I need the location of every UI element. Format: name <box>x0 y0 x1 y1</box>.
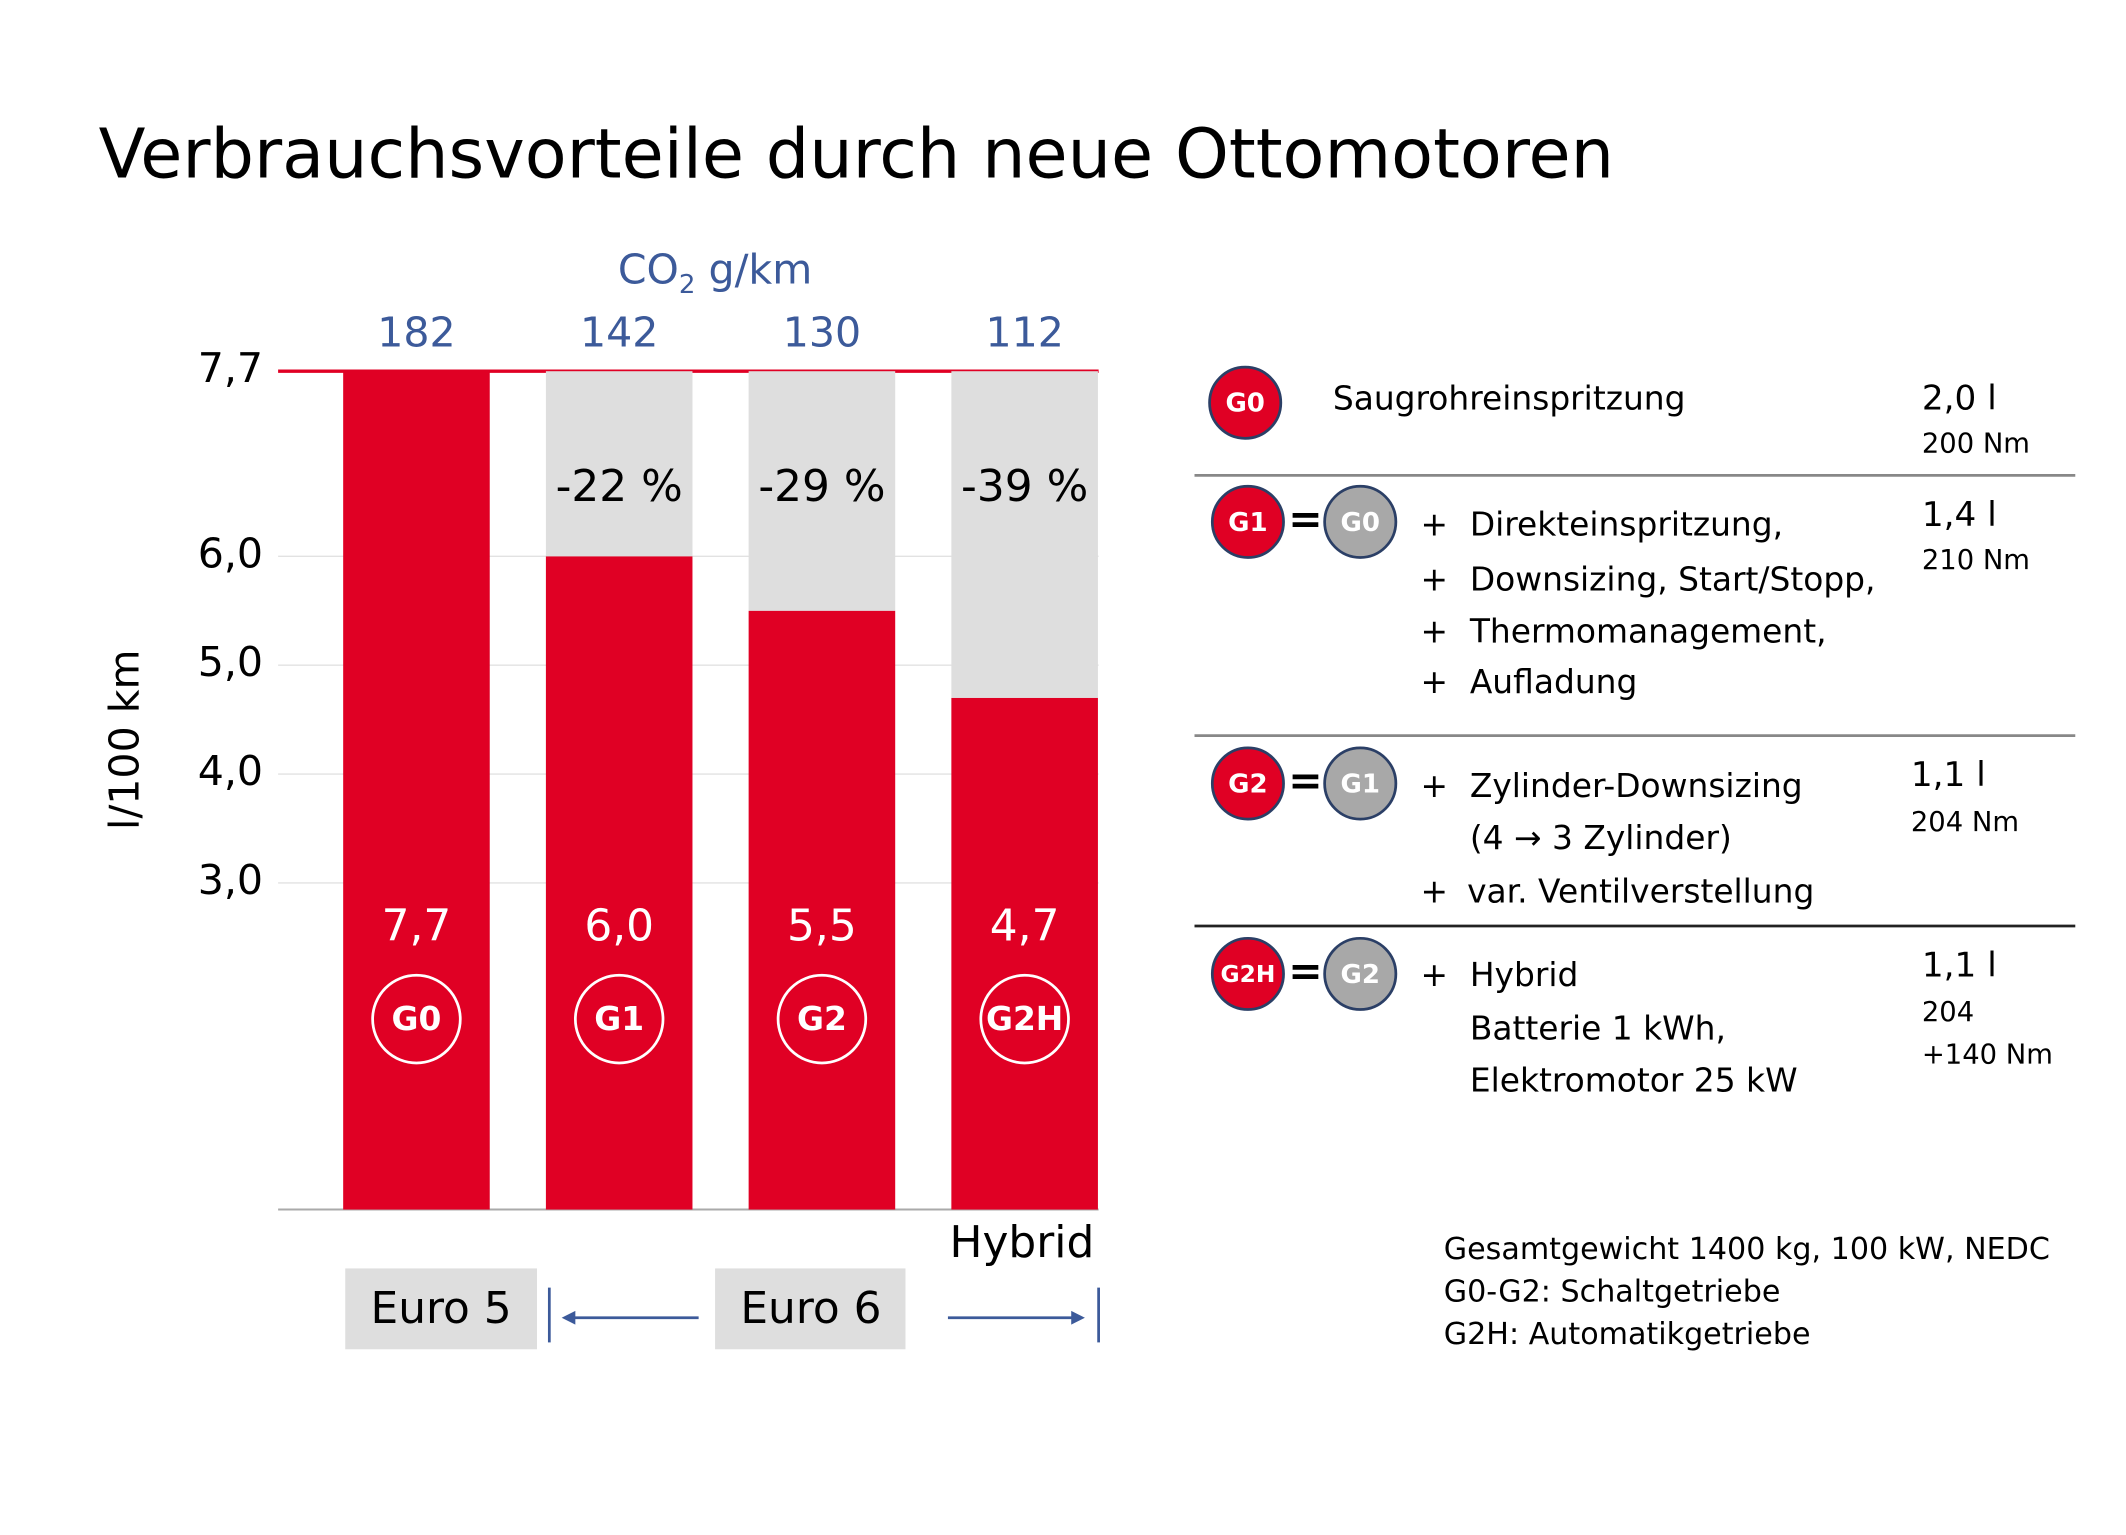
y-tick-label: 7,7 <box>198 344 263 392</box>
reduction-label: -39 % <box>961 461 1088 512</box>
bar-segment <box>748 371 896 611</box>
y-tick-label: 3,0 <box>198 856 263 904</box>
base-badge <box>1323 936 1398 1011</box>
co2-suffix: g/km <box>695 246 812 294</box>
item-text: Direkteinspritzung, <box>1470 505 1783 544</box>
badge <box>1210 936 1285 1011</box>
item-text: (4 → 3 Zylinder) <box>1470 818 1732 857</box>
spec: 2,0 l <box>1922 378 1997 418</box>
bar <box>748 610 896 1210</box>
base-badge <box>1323 746 1398 821</box>
x-tick-label: G2H <box>986 999 1063 1038</box>
y-tick-label: 6,0 <box>198 529 263 577</box>
note: Gesamtgewicht 1400 kg, 100 kW, NEDC <box>1444 1232 2050 1267</box>
spec: 1,1 l <box>1911 755 1986 795</box>
badge-ring <box>573 973 665 1065</box>
euro5-label: Euro 5 <box>371 1283 512 1334</box>
equals-sign: = <box>1288 947 1322 995</box>
x-tick-label: G0 <box>392 999 442 1038</box>
spec: 1,4 l <box>1922 495 1997 535</box>
badge-label: G2H <box>1221 961 1276 988</box>
spec: 204 <box>1922 997 1974 1028</box>
item-marker: + <box>1420 611 1448 650</box>
bar-segment <box>951 371 1098 698</box>
y-tick-label: 4,0 <box>198 747 263 795</box>
value-label: 7,7 <box>382 901 452 952</box>
euro6-label: Euro 6 <box>740 1283 881 1334</box>
item-text: Aufladung <box>1470 662 1638 701</box>
x-tick-label: G1 <box>594 999 644 1038</box>
y-tick-label: 5,0 <box>198 638 263 686</box>
note: G2H: Automatikgetriebe <box>1444 1317 1811 1352</box>
item-text: var. Ventilverstellung <box>1467 872 1814 911</box>
plot: 3,0 4,0 5,0 6,0 7,7 182 7,7 G0 142 6,0 G1 -22 % 130 5… <box>198 309 1099 1211</box>
bar-segment <box>545 371 693 557</box>
arrow-head <box>561 1310 576 1325</box>
item-text: Thermomanagement, <box>1469 611 1827 650</box>
variant-panel: G0 Saugrohreinspritzung 2,0 l 200 Nm G1 = G0 + D… <box>1194 365 2076 1100</box>
badge <box>1208 365 1283 440</box>
arrow-head <box>1071 1310 1085 1325</box>
badge <box>1210 484 1285 559</box>
badge-ring <box>776 973 868 1065</box>
item-marker: + <box>1420 662 1448 701</box>
item-text: Saugrohreinspritzung <box>1333 378 1686 417</box>
item-marker: + <box>1420 505 1448 544</box>
spec: 210 Nm <box>1922 545 2030 576</box>
co2-value: 130 <box>783 309 861 357</box>
hybrid-label: Hybrid <box>950 1217 1095 1268</box>
spec: 204 Nm <box>1911 807 2019 838</box>
y-axis-label: l/100 km <box>100 649 148 830</box>
badge-label: G2 <box>1228 769 1267 799</box>
spec: 200 Nm <box>1922 429 2030 460</box>
item-text: Batterie 1 kWh, <box>1470 1009 1726 1048</box>
reduction-label: -29 % <box>758 461 885 512</box>
item-marker: + <box>1420 872 1448 911</box>
item-text: Hybrid <box>1470 955 1579 994</box>
co2-value: 112 <box>985 309 1063 357</box>
title: Verbrauchsvorteile durch neue Ottomotore… <box>99 114 1614 194</box>
co2-prefix: CO <box>618 246 679 294</box>
equals-sign: = <box>1288 495 1322 543</box>
item-text: Downsizing, Start/Stopp, <box>1470 559 1876 598</box>
base-badge-label: G0 <box>1341 508 1380 538</box>
item-marker: + <box>1420 559 1448 598</box>
value-label: 5,5 <box>787 901 857 952</box>
co2-value: 182 <box>377 309 455 357</box>
item-text: Zylinder-Downsizing <box>1470 766 1803 805</box>
bar <box>951 697 1098 1210</box>
notes: Gesamtgewicht 1400 kg, 100 kW, NEDC G0-G2… <box>1444 1232 2050 1352</box>
x-tick-label: G2 <box>797 999 847 1038</box>
base-badge <box>1323 484 1398 559</box>
spec: +140 Nm <box>1922 1040 2053 1071</box>
item-marker: + <box>1420 955 1448 994</box>
badge-ring <box>371 973 462 1065</box>
bar <box>545 556 693 1210</box>
euro5-box <box>345 1268 537 1350</box>
co2-title: CO2 g/km <box>618 246 812 300</box>
base-badge-label: G1 <box>1341 769 1380 799</box>
spec: 1,1 l <box>1922 946 1997 986</box>
equals-sign: = <box>1288 757 1322 805</box>
item-marker: + <box>1420 766 1448 805</box>
reduction-label: -22 % <box>556 461 683 512</box>
item-text: Elektromotor 25 kW <box>1470 1061 1798 1100</box>
note: G0-G2: Schaltgetriebe <box>1444 1275 1781 1310</box>
base-badge-label: G2 <box>1341 960 1380 990</box>
badge-ring <box>979 973 1070 1065</box>
range-arrows <box>547 1287 1100 1343</box>
badge-label: G0 <box>1225 389 1264 419</box>
co2-value: 142 <box>580 309 658 357</box>
badge-label: G1 <box>1228 508 1267 538</box>
co2-sub: 2 <box>679 269 696 299</box>
value-label: 6,0 <box>584 901 654 952</box>
badge <box>1210 746 1285 821</box>
euro6-box <box>715 1268 906 1350</box>
value-label: 4,7 <box>990 901 1060 952</box>
bar <box>343 371 490 1210</box>
